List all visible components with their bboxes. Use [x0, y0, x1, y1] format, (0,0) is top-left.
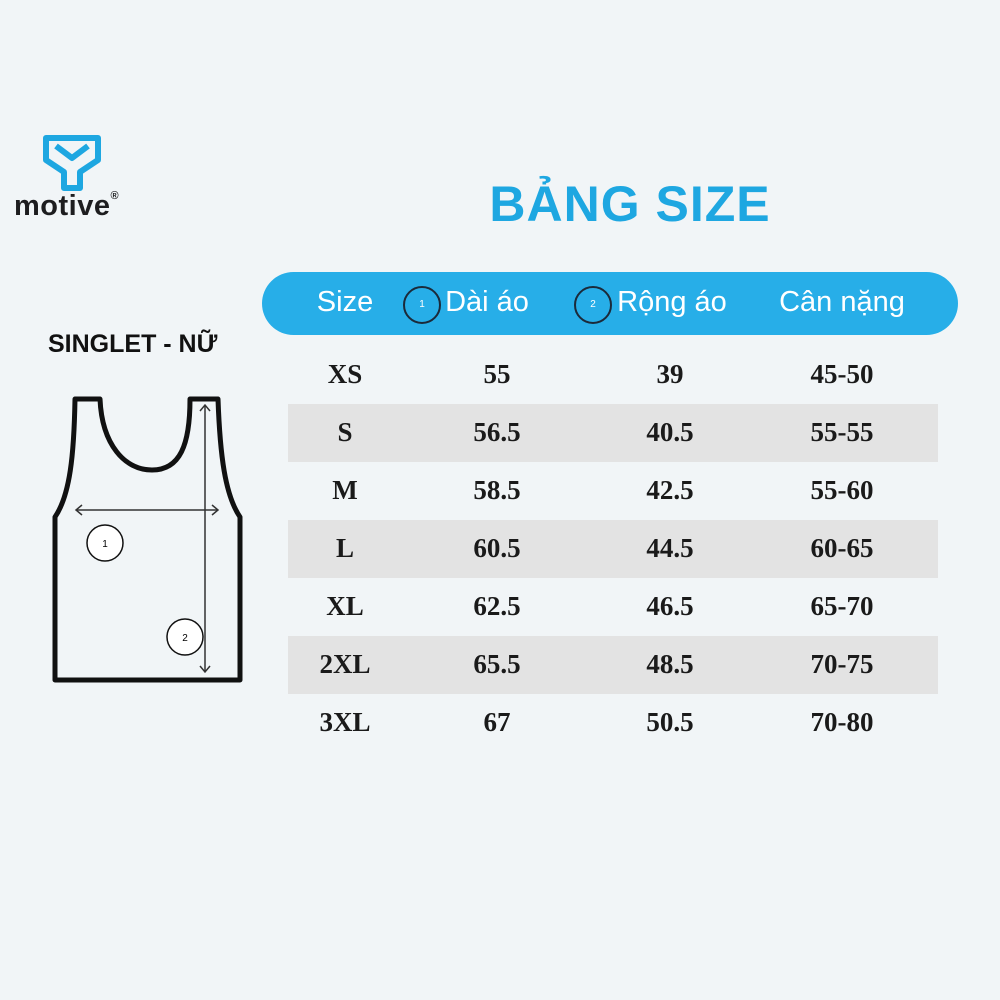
title: BẢNG SIZE: [489, 176, 771, 232]
header-marker: 2: [574, 286, 612, 324]
cell: 3XL: [319, 707, 371, 737]
cell: 55: [483, 359, 511, 389]
row-stripe: [288, 636, 938, 694]
cell: 56.5: [473, 417, 521, 447]
cell: 65-70: [810, 591, 874, 621]
cell: L: [335, 533, 354, 563]
cell: 42.5: [646, 475, 694, 505]
header-cell: Rộng áo: [617, 286, 727, 318]
cell: S: [337, 417, 353, 447]
cell: 55-60: [810, 475, 874, 505]
cell: 60.5: [473, 533, 521, 563]
singlet-diagram: 1 2: [52, 396, 243, 683]
cell: 39: [656, 359, 684, 389]
logo-icon: [43, 135, 101, 191]
brand-name: motive: [14, 190, 111, 222]
cell: 45-50: [810, 359, 874, 389]
brand-mark: ®: [110, 190, 120, 202]
cell: 62.5: [473, 591, 521, 621]
header-cell: Dài áo: [445, 286, 529, 318]
diagram-marker: 2: [182, 633, 188, 644]
brand: motive®: [14, 190, 119, 223]
row-stripe: [288, 520, 938, 578]
cell: 58.5: [473, 475, 521, 505]
cell: 67: [483, 707, 511, 737]
header-cell: Cân nặng: [779, 286, 905, 318]
row-stripe: [288, 404, 938, 462]
cell: XS: [327, 359, 363, 389]
cell: 60-65: [810, 533, 874, 563]
cell: 55-55: [810, 417, 874, 447]
header-cell: Size: [316, 286, 374, 318]
header-marker: 1: [403, 286, 441, 324]
cell: 44.5: [646, 533, 694, 563]
cell: 40.5: [646, 417, 694, 447]
diagram-marker: 1: [102, 539, 108, 550]
cell: 70-75: [810, 649, 874, 679]
cell: 50.5: [646, 707, 694, 737]
cell: 46.5: [646, 591, 694, 621]
cell: 70-80: [810, 707, 874, 737]
cell: 65.5: [473, 649, 521, 679]
cell: 48.5: [646, 649, 694, 679]
cell: M: [332, 475, 358, 505]
product: SINGLET - NỮ: [48, 330, 218, 358]
cell: XL: [326, 591, 364, 621]
cell: 2XL: [319, 649, 371, 679]
